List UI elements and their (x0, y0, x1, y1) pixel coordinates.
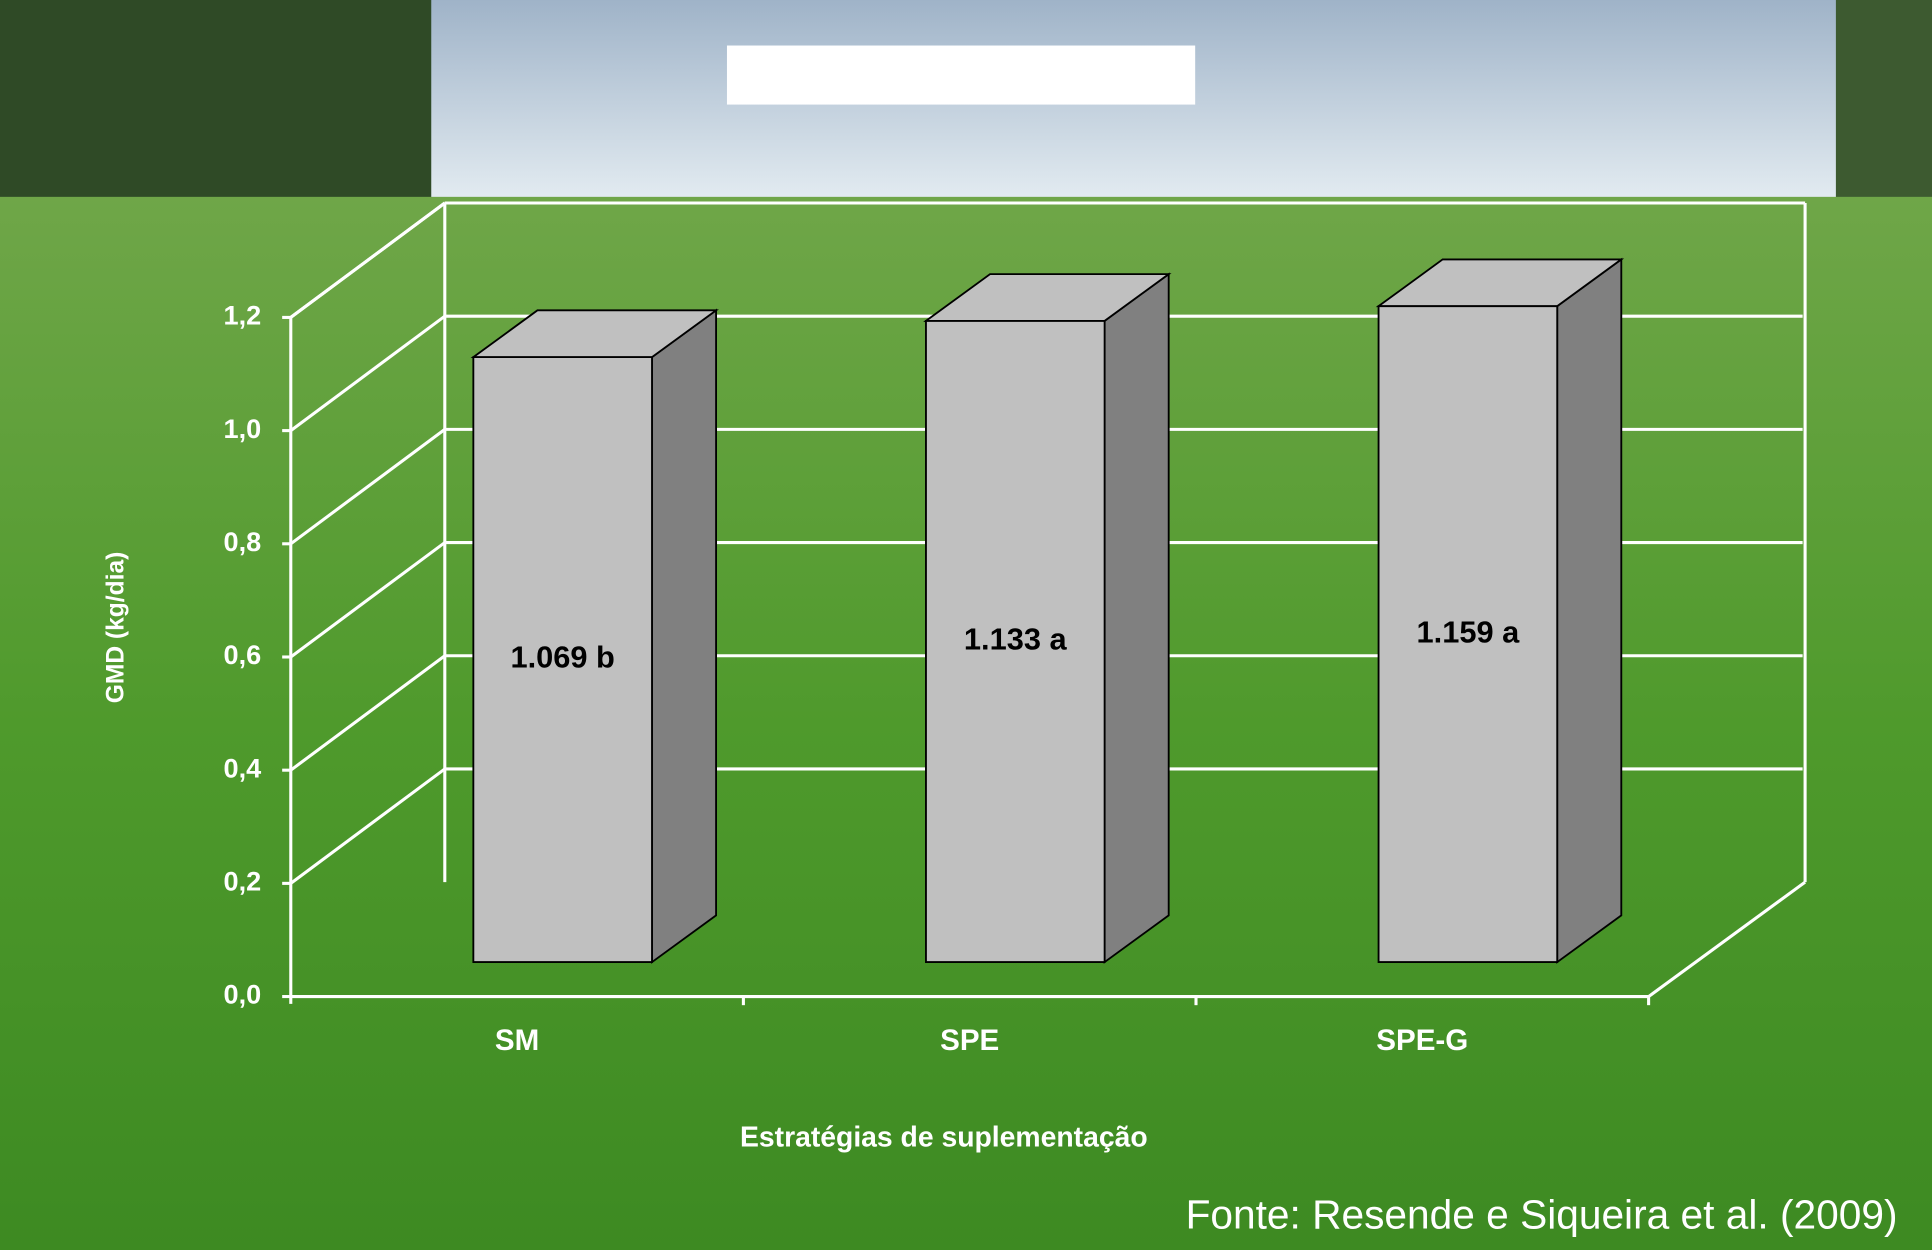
value-label: 1.069 b (510, 640, 614, 675)
grid-line (289, 541, 446, 659)
x-tick-label: SPE (940, 1024, 999, 1057)
source: Fonte: Resende e Siqueira et al. (2009) (1186, 1192, 1898, 1238)
grid-line (289, 314, 446, 432)
x-tick-label: SPE-G (1376, 1024, 1468, 1057)
bar-front (472, 356, 653, 964)
trees (1835, 0, 1932, 210)
grid-line (289, 767, 446, 885)
bar (923, 272, 1172, 964)
grid-line (289, 654, 446, 772)
bar-side (1103, 272, 1170, 964)
y-tick-label: 0,6 (224, 639, 262, 670)
bar-front (1377, 305, 1559, 964)
y-tick-label: 1,2 (224, 300, 262, 331)
x-axis-label: Estratégias de suplementação (740, 1121, 1148, 1153)
value-label: 1.159 a (1417, 614, 1521, 649)
bar (1375, 257, 1625, 964)
grid-line (289, 201, 446, 319)
value-label: 1.133 a (964, 622, 1068, 657)
bar-side (1556, 257, 1623, 964)
y-tick-label: 1,0 (224, 413, 262, 444)
y-tick-label: 0,4 (224, 752, 262, 783)
y-tick-label: 0,0 (224, 979, 262, 1010)
y-tick-label: 0,2 (224, 866, 262, 897)
x-tick-label: SM (495, 1024, 539, 1057)
grid-line (289, 428, 446, 546)
y-axis-label: GMD (kg/dia) (103, 552, 130, 704)
y-tick-label: 0,8 (224, 526, 262, 557)
title-box (726, 45, 1196, 105)
bar-front (925, 319, 1106, 964)
bar-side (651, 308, 718, 964)
trees (0, 0, 432, 204)
bar (470, 308, 719, 964)
